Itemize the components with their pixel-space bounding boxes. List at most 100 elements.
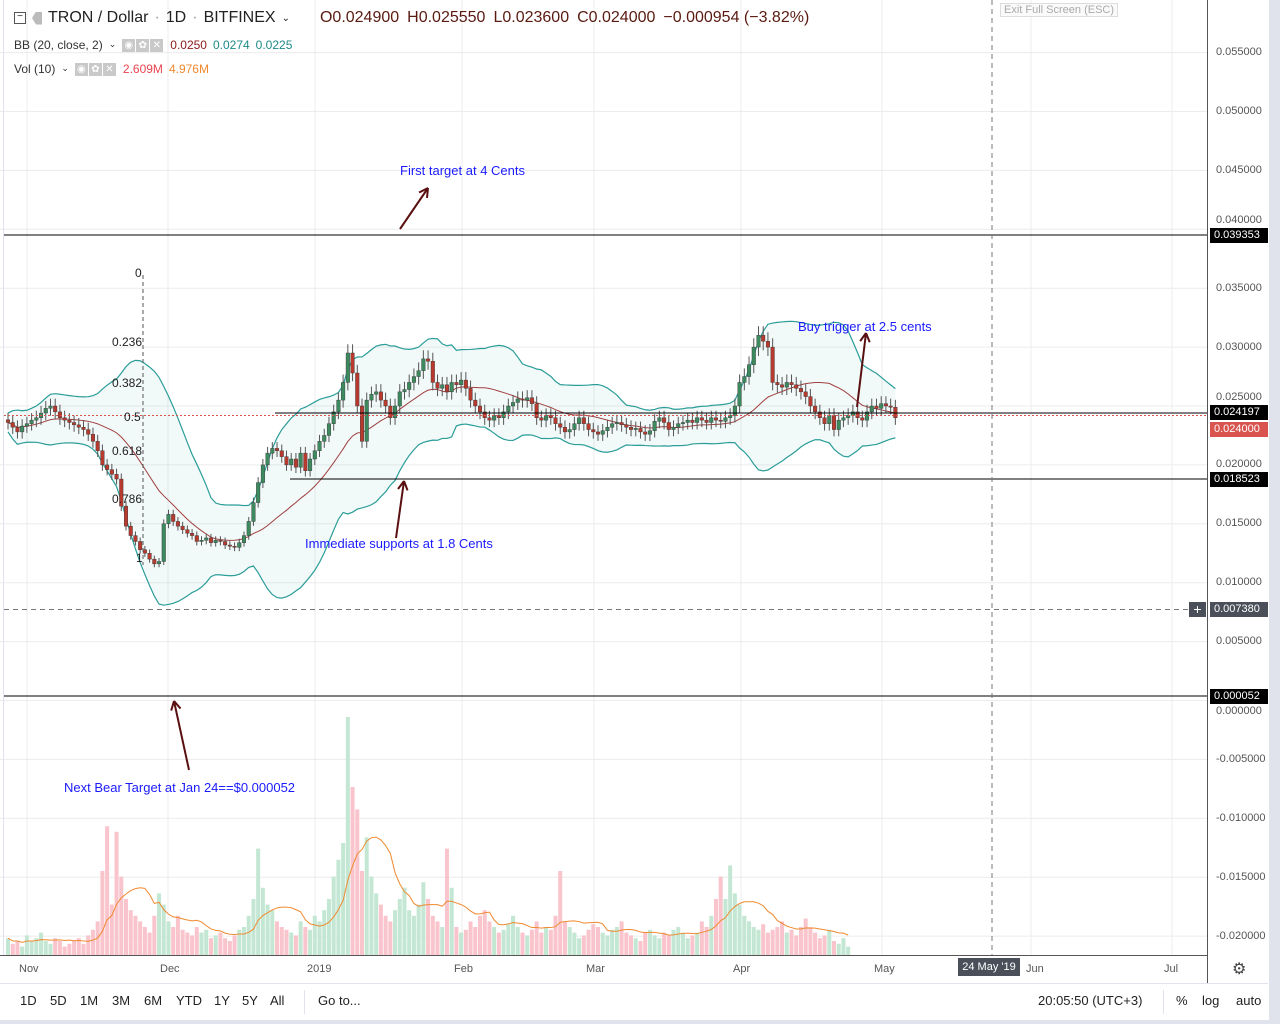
interval[interactable]: 1D — [165, 9, 187, 26]
volume-bar — [246, 915, 251, 955]
percent-toggle[interactable]: % — [1176, 993, 1188, 1008]
fib-label: 0.5 — [124, 410, 141, 424]
eye-icon[interactable]: ◉ — [122, 39, 136, 52]
exchange[interactable]: BITFINEX — [203, 9, 276, 26]
volume-bar — [652, 935, 657, 955]
bottom-toolbar — [0, 983, 1268, 1021]
price-tick-label: 0.010000 — [1216, 576, 1262, 589]
bb-label[interactable]: BB (20, close, 2) — [14, 37, 103, 52]
range-button-1m[interactable]: 1M — [80, 993, 99, 1008]
tag-last-price: 0.024000 — [1210, 422, 1268, 437]
tag-crosshair-price: 0.007380 — [1210, 602, 1268, 617]
candle — [364, 399, 369, 442]
exit-fullscreen-tooltip[interactable]: Exit Full Screen (ESC) — [1000, 3, 1119, 17]
time-tick-label: Apr — [733, 963, 751, 975]
candle — [534, 403, 539, 418]
time-tick-label: Dec — [160, 963, 180, 975]
volume-bar — [175, 915, 180, 955]
annotation-first-target[interactable]: First target at 4 Cents — [400, 163, 525, 178]
eye-icon[interactable]: ◉ — [74, 63, 88, 76]
candle — [48, 405, 53, 409]
candle — [539, 417, 544, 421]
volume-bar — [586, 929, 591, 955]
range-button-5y[interactable]: 5Y — [242, 993, 258, 1008]
annotation-bear-target[interactable]: Next Bear Target at Jan 24==$0.000052 — [64, 780, 296, 795]
annotation-supports[interactable]: Immediate supports at 1.8 Cents — [305, 536, 493, 551]
volume-bar — [647, 929, 652, 955]
candle — [123, 505, 128, 527]
volume-bar — [119, 876, 124, 955]
volume-bar — [591, 924, 596, 955]
candle — [284, 456, 289, 466]
candle — [407, 382, 412, 390]
volume-bar — [605, 935, 610, 955]
collapse-icon[interactable]: − — [14, 12, 26, 24]
price-tick-label: 0.020000 — [1216, 458, 1262, 470]
settings-gear-icon[interactable]: ⚙ — [1232, 961, 1247, 978]
candle — [15, 427, 20, 433]
range-button-3m[interactable]: 3M — [112, 993, 131, 1008]
chevron-down-icon[interactable]: ⌄ — [61, 63, 69, 73]
candle — [874, 405, 879, 409]
volume-bar — [463, 929, 468, 955]
annotation-buy-trigger[interactable]: Buy trigger at 2.5 cents — [798, 319, 932, 334]
candle — [808, 396, 813, 407]
volume-bar — [317, 921, 322, 955]
range-button-ytd[interactable]: YTD — [176, 993, 202, 1008]
volume-bars — [6, 717, 851, 955]
candle — [699, 417, 704, 421]
chevron-down-icon[interactable]: ⌄ — [281, 12, 290, 24]
volume-bar — [770, 929, 775, 955]
range-button-1d[interactable]: 1D — [20, 993, 37, 1008]
volume-bar — [237, 929, 242, 955]
tag-level-bear: 0.000052 — [1210, 689, 1268, 704]
symbol-legend: − TRON / Dollar · 1D · BITFINEX ⌄ O0.024900… — [14, 9, 817, 27]
volume-bar — [72, 941, 77, 955]
candle — [345, 352, 350, 383]
add-plus-icon[interactable]: + — [1189, 602, 1206, 617]
goto-button[interactable]: Go to... — [318, 993, 361, 1008]
range-button-1y[interactable]: 1Y — [214, 993, 230, 1008]
volume-bar — [279, 927, 284, 955]
candle — [29, 419, 34, 424]
log-toggle[interactable]: log — [1202, 993, 1220, 1008]
candle — [501, 411, 506, 418]
bb-lower: 0.0225 — [255, 37, 293, 52]
range-button-all[interactable]: All — [270, 993, 285, 1008]
ohlc-change: −0.000954 (−3.82%) — [663, 9, 810, 26]
volume-bar — [374, 893, 379, 955]
arrows[interactable] — [170, 187, 871, 771]
volume-bar — [846, 946, 851, 955]
volume-bar — [520, 932, 525, 955]
bb-basis: 0.0250 — [170, 37, 207, 52]
price-tick-label: 0.025000 — [1216, 391, 1262, 403]
right-scroll-strip[interactable] — [1269, 0, 1280, 1024]
volume-bar — [421, 882, 426, 955]
range-button-5d[interactable]: 5D — [50, 993, 67, 1008]
gear-icon[interactable]: ✿ — [136, 39, 150, 52]
candle — [657, 417, 662, 422]
volume-bar — [841, 938, 846, 955]
range-button-6m[interactable]: 6M — [144, 993, 163, 1008]
candle — [355, 372, 360, 407]
volume-bar — [124, 899, 128, 955]
gear-icon[interactable]: ✿ — [88, 63, 102, 76]
candle — [90, 434, 95, 442]
candle — [119, 478, 124, 507]
auto-toggle[interactable]: auto — [1236, 993, 1262, 1008]
chevron-down-icon[interactable]: ⌄ — [108, 39, 117, 49]
volume-ma-line — [7, 836, 849, 943]
candle — [737, 382, 742, 407]
candle — [718, 419, 723, 422]
volume-bar — [355, 809, 360, 955]
close-icon[interactable]: ✕ — [102, 63, 116, 76]
close-icon[interactable]: ✕ — [150, 39, 164, 52]
volume-bar — [360, 871, 364, 955]
candle — [133, 535, 138, 542]
symbol-name[interactable]: TRON / Dollar — [48, 9, 149, 26]
vol-label[interactable]: Vol (10) — [14, 61, 56, 76]
volume-bar — [298, 921, 303, 955]
horizontal-levels[interactable] — [4, 0, 1207, 955]
